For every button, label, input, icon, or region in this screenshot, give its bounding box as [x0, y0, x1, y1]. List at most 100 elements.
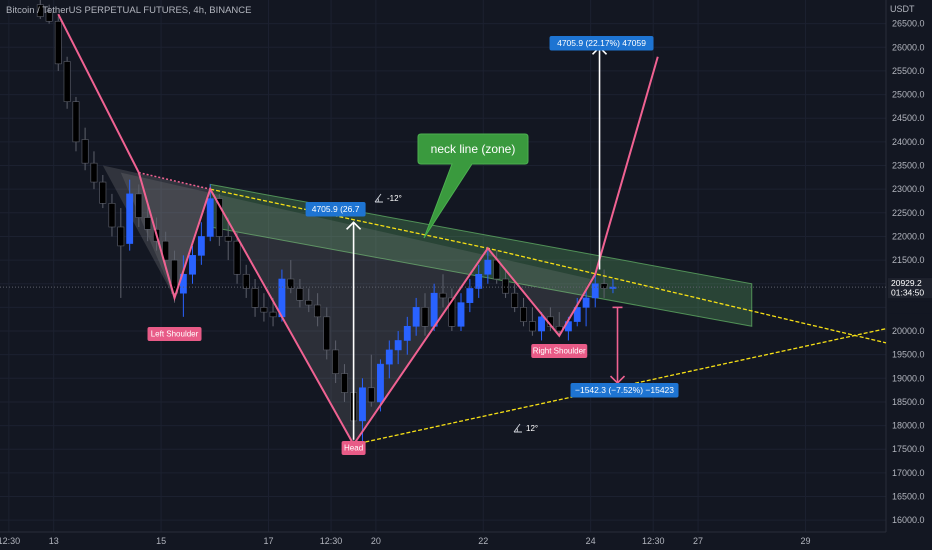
price-tick-label: 21500.0: [892, 255, 925, 265]
time-tick-label: 24: [586, 536, 596, 546]
candle-body: [197, 236, 205, 256]
head-measure-label: 4705.9 (26.7: [312, 204, 360, 214]
candle-body: [403, 325, 411, 341]
time-axis[interactable]: 12:30 13 15 17 12:30 20 22 24 12:30 27 29: [0, 531, 886, 546]
candle-body: [54, 20, 62, 65]
candle-body: [162, 240, 170, 261]
price-axis[interactable]: USDT 16000.0 16500.0 17000.0 17500.0 18000.0 1…: [885, 0, 932, 550]
price-tick-mask: [888, 301, 932, 314]
candle-body: [215, 198, 223, 237]
neckline-callout[interactable]: [417, 133, 529, 239]
angle-top-label-icon: [374, 193, 383, 203]
candle-body: [377, 363, 384, 403]
bar-countdown: 01:34:50: [891, 288, 924, 298]
candle-body: [224, 236, 232, 242]
candle-body: [45, 11, 53, 22]
time-tick-label: 20: [371, 536, 381, 546]
left-shoulder-label: Left Shoulder: [151, 330, 199, 339]
candle-body: [63, 61, 71, 102]
candle-body: [90, 162, 98, 183]
candle-body: [385, 349, 393, 365]
candle-body: [287, 278, 295, 289]
candle-body: [600, 283, 608, 289]
candle-body: [582, 297, 590, 308]
currency-label: USDT: [890, 4, 915, 14]
candle-body: [171, 259, 178, 294]
candle-body: [323, 316, 331, 351]
price-tick-label: 25500.0: [892, 66, 925, 76]
candle-body: [126, 193, 134, 244]
time-tick-label: 22: [478, 536, 488, 546]
candle-body: [296, 288, 304, 301]
candle-body: [144, 217, 152, 230]
price-tick-label: 16000.0: [892, 515, 925, 525]
candle-body: [332, 349, 340, 374]
candle-body: [528, 321, 536, 332]
last-price-value: 20929.2: [891, 278, 922, 288]
candle-body: [457, 302, 465, 327]
candle-body: [591, 283, 599, 299]
candle-body: [367, 387, 375, 403]
grid: [0, 0, 886, 532]
price-tick-label: 17500.0: [892, 444, 925, 454]
candle-body: [135, 193, 143, 218]
pattern-fill: [120, 172, 591, 445]
price-tick-label: 22500.0: [892, 208, 925, 218]
candle-body: [511, 292, 519, 308]
candle-body: [117, 226, 125, 247]
angle-bottom-label: 12°: [526, 424, 538, 433]
candle-body: [251, 288, 259, 308]
candle-body: [502, 278, 509, 294]
target-down-label: −1542.3 (−7.52%) −15423: [575, 385, 674, 395]
price-tick-label: 24000.0: [892, 137, 925, 147]
candle-body: [412, 307, 420, 327]
candle-body: [475, 273, 483, 289]
price-tick-label: 19500.0: [892, 350, 925, 360]
time-tick-label: 27: [693, 536, 703, 546]
time-tick-label: 17: [263, 536, 273, 546]
candle-body: [439, 292, 447, 299]
price-tick-label: 25000.0: [892, 90, 925, 100]
time-tick-label: 15: [156, 536, 166, 546]
candle-body: [359, 387, 366, 422]
price-tick-label: 22000.0: [892, 231, 925, 241]
price-tick-label: 16500.0: [892, 492, 925, 502]
candle-body: [242, 273, 250, 289]
head-label-bg: [341, 441, 366, 455]
last-price-tag[interactable]: [888, 278, 932, 299]
price-axis-bg: [886, 0, 932, 550]
time-tick-label: 12:30: [0, 536, 20, 546]
candle-body: [81, 139, 89, 164]
angle-bottom-label-icon: [513, 423, 522, 433]
target-up-label: 4705.9 (22.17%) 47059: [557, 38, 646, 48]
price-tick-label: 19000.0: [892, 373, 925, 383]
candle-body: [421, 307, 429, 327]
time-tick-label: 12:30: [320, 536, 343, 546]
candle-body: [72, 101, 80, 143]
neckline-callout-text: neck line (zone): [431, 142, 516, 156]
price-tick-label: 18000.0: [892, 421, 925, 431]
price-tick-label: 23500.0: [892, 161, 925, 171]
time-tick-label: 13: [49, 536, 59, 546]
candle-body: [36, 4, 44, 17]
candle-body: [314, 304, 322, 318]
candle-body: [573, 307, 581, 322]
price-tick-label: 17000.0: [892, 468, 925, 478]
price-tick-label: 20000.0: [892, 326, 925, 336]
candle-body: [233, 240, 241, 275]
candle-body: [466, 288, 474, 303]
target-up-label-bg: [549, 36, 654, 51]
candle-body: [206, 198, 214, 237]
annotation-labels[interactable]: 4705.9 (22.17%) 47059 4705.9 (26.7 −1542.3…: [147, 36, 679, 455]
head-label: Head: [344, 444, 363, 453]
candle-body: [179, 273, 187, 294]
symbol-title: Bitcoin / TetherUS PERPETUAL FUTURES, 4h…: [6, 5, 252, 16]
price-tick-label: 18500.0: [892, 397, 925, 407]
candle-body: [189, 255, 196, 275]
neckline-extension[interactable]: [138, 171, 211, 190]
candle-body: [341, 373, 348, 393]
price-tick-label: 24500.0: [892, 113, 925, 123]
candle-body: [305, 299, 313, 306]
